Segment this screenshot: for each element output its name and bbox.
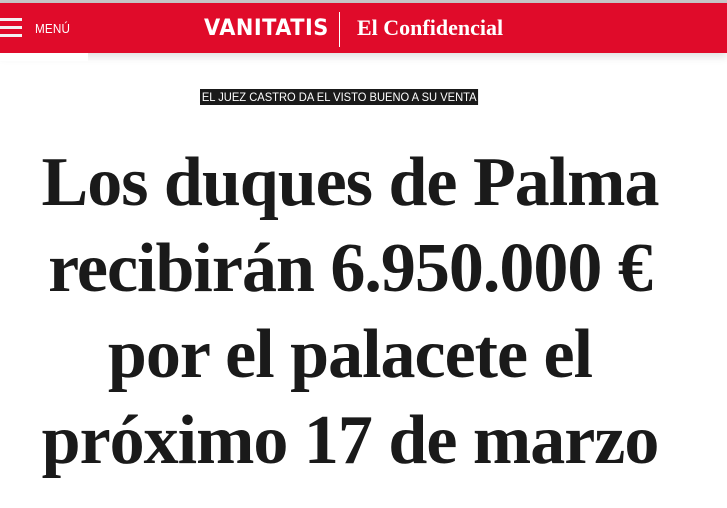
article-headline: Los duques de Palma recibirán 6.950.000 … <box>0 140 700 484</box>
logo-divider <box>339 12 340 47</box>
article-kicker: EL JUEZ CASTRO DA EL VISTO BUENO A SU VE… <box>200 89 479 105</box>
headline-line: Los duques de Palma <box>41 144 660 221</box>
top-border <box>0 0 727 3</box>
headline-line: recibirán 6.950.000 € <box>48 230 653 307</box>
menu-button[interactable]: MENÚ <box>35 21 71 36</box>
site-header: MENÚ VANITATIS El Confidencial <box>0 3 727 53</box>
headline-line: por el palacete el <box>107 316 593 393</box>
header-tab <box>0 53 88 61</box>
headline-line: próximo 17 de marzo <box>41 402 660 479</box>
hamburger-menu-icon[interactable] <box>0 18 22 38</box>
el-confidencial-logo[interactable]: El Confidencial <box>357 15 504 40</box>
vanitatis-logo[interactable]: VANITATIS <box>204 16 329 41</box>
